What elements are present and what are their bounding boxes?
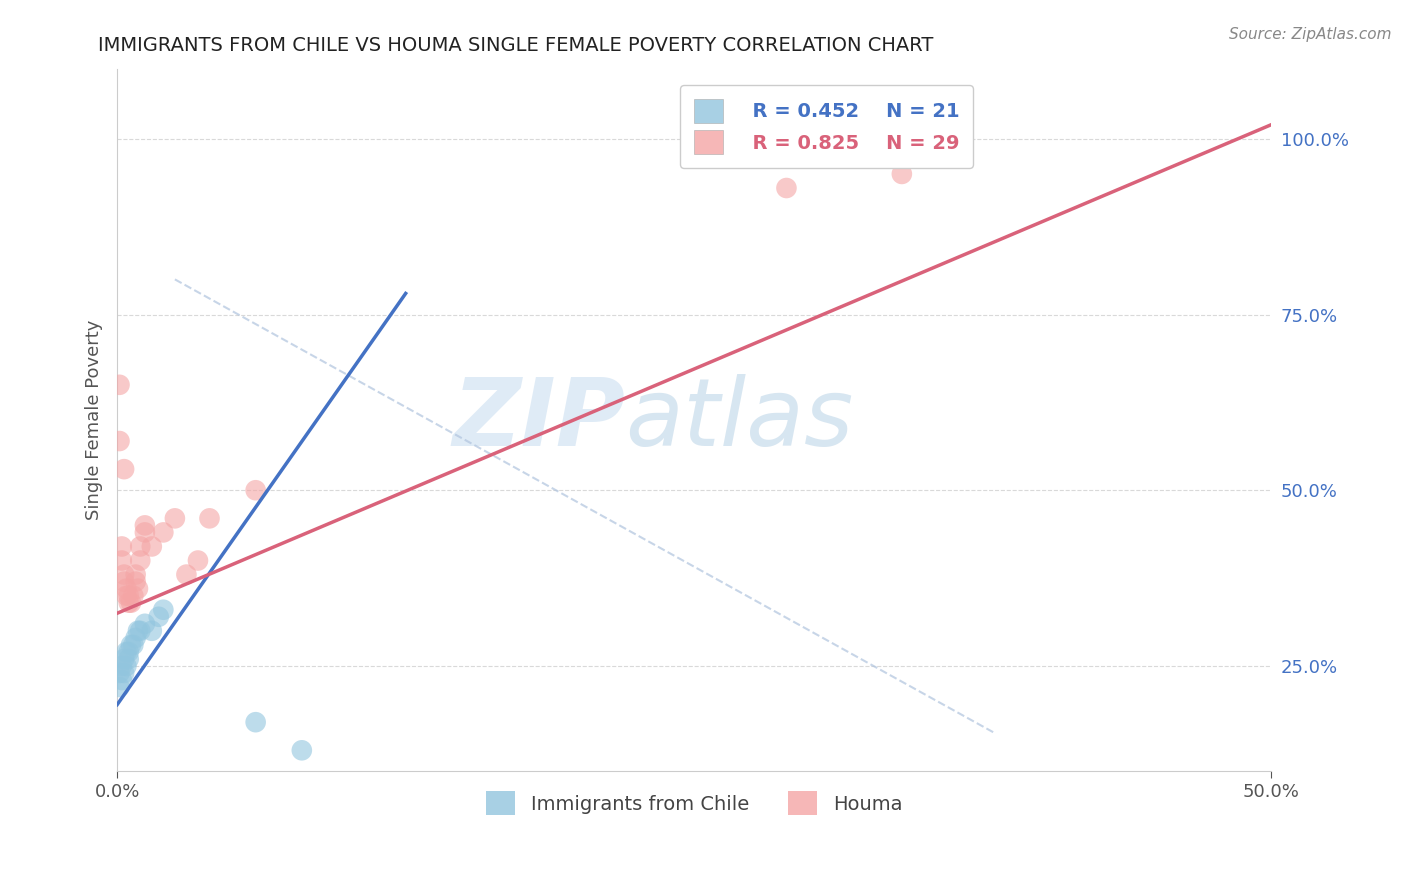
Text: atlas: atlas (624, 375, 853, 466)
Point (129, 540, 152, 554)
Point (124, 631, 146, 645)
Point (141, 624, 163, 638)
Point (152, 603, 174, 617)
Point (134, 616, 156, 631)
Point (111, 540, 134, 554)
Point (112, 574, 135, 589)
Point (108, 434, 131, 448)
Point (148, 609, 170, 624)
Y-axis label: Single Female Poverty: Single Female Poverty (86, 319, 103, 520)
Point (112, 462, 135, 476)
Point (122, 638, 145, 652)
Point (118, 589, 141, 603)
Point (115, 645, 138, 659)
Text: ZIP: ZIP (453, 374, 624, 466)
Point (108, 377, 131, 392)
Point (111, 553, 134, 567)
Point (118, 596, 141, 610)
Point (108, 665, 131, 680)
Point (890, 167, 912, 181)
Point (152, 525, 174, 540)
Point (118, 652, 141, 666)
Point (108, 680, 131, 694)
Point (112, 567, 135, 582)
Point (129, 624, 152, 638)
Point (112, 652, 135, 666)
Point (134, 525, 156, 540)
Point (122, 589, 145, 603)
Point (127, 624, 149, 638)
Point (112, 665, 135, 680)
Point (134, 518, 156, 533)
Point (118, 645, 141, 659)
Point (245, 715, 267, 730)
Point (245, 483, 267, 498)
Point (198, 511, 221, 525)
Point (115, 589, 138, 603)
Point (124, 567, 146, 582)
Point (115, 659, 138, 673)
Point (129, 553, 152, 567)
Text: Source: ZipAtlas.com: Source: ZipAtlas.com (1229, 27, 1392, 42)
Point (291, 743, 314, 757)
Point (111, 659, 134, 673)
Point (111, 673, 134, 687)
Point (124, 574, 146, 589)
Point (120, 596, 142, 610)
Point (775, 181, 797, 195)
Point (141, 540, 163, 554)
Text: IMMIGRANTS FROM CHILE VS HOUMA SINGLE FEMALE POVERTY CORRELATION CHART: IMMIGRANTS FROM CHILE VS HOUMA SINGLE FE… (98, 36, 934, 54)
Point (115, 582, 138, 596)
Point (187, 553, 209, 567)
Point (120, 638, 142, 652)
Legend: Immigrants from Chile, Houma: Immigrants from Chile, Houma (477, 781, 912, 825)
Point (127, 582, 149, 596)
Point (163, 511, 186, 525)
Point (176, 567, 198, 582)
